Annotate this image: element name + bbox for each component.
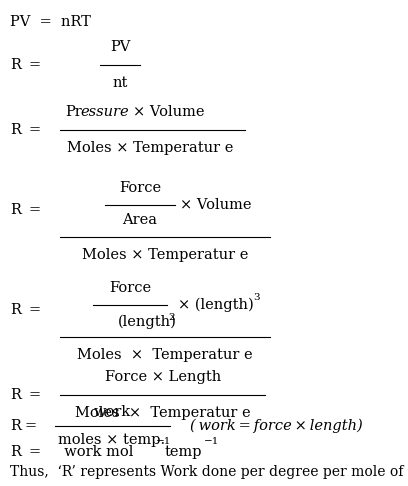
Text: R: R [10, 445, 21, 459]
Text: Pr: Pr [65, 104, 82, 119]
Text: × Volume: × Volume [180, 198, 251, 212]
Text: Force × Length: Force × Length [105, 369, 221, 383]
Text: Area: Area [122, 213, 157, 227]
Text: =: = [28, 58, 40, 72]
Text: work mol: work mol [55, 445, 133, 459]
Text: PV: PV [110, 39, 130, 53]
Text: −1: −1 [204, 437, 220, 446]
Text: Moles  ×  Temperatur e: Moles × Temperatur e [77, 348, 253, 362]
Text: Moles  ×  Temperatur e: Moles × Temperatur e [75, 406, 251, 420]
Text: =: = [28, 445, 40, 459]
Text: R: R [10, 303, 21, 317]
Text: PV  =  nRT: PV = nRT [10, 15, 91, 29]
Text: R: R [10, 388, 21, 402]
Text: ( work = force × length): ( work = force × length) [190, 419, 363, 433]
Text: R: R [10, 58, 21, 72]
Text: =: = [24, 419, 36, 433]
Text: moles × temp.: moles × temp. [58, 433, 166, 447]
Text: Moles × Temperatur e: Moles × Temperatur e [67, 141, 233, 156]
Text: −1: −1 [156, 437, 171, 446]
Text: R: R [10, 203, 21, 217]
Text: R: R [10, 419, 21, 433]
Text: × (length): × (length) [178, 298, 254, 312]
Text: =: = [28, 123, 40, 137]
Text: 3: 3 [253, 294, 259, 302]
Text: nt: nt [112, 76, 128, 90]
Text: Thus,  ‘R’ represents Work done per degree per mole of a gas.: Thus, ‘R’ represents Work done per degre… [10, 465, 408, 479]
Text: Force: Force [119, 181, 161, 195]
Text: =: = [28, 203, 40, 217]
Text: work: work [93, 405, 131, 419]
Text: (length): (length) [118, 315, 177, 329]
Text: temp: temp [165, 445, 202, 459]
Text: × Volume: × Volume [133, 104, 204, 119]
Text: =: = [28, 388, 40, 402]
Text: =: = [28, 303, 40, 317]
Text: essure: essure [80, 104, 129, 119]
Text: 2: 2 [168, 312, 175, 322]
Text: Moles × Temperatur e: Moles × Temperatur e [82, 248, 248, 262]
Text: R: R [10, 123, 21, 137]
Text: Force: Force [109, 281, 151, 295]
